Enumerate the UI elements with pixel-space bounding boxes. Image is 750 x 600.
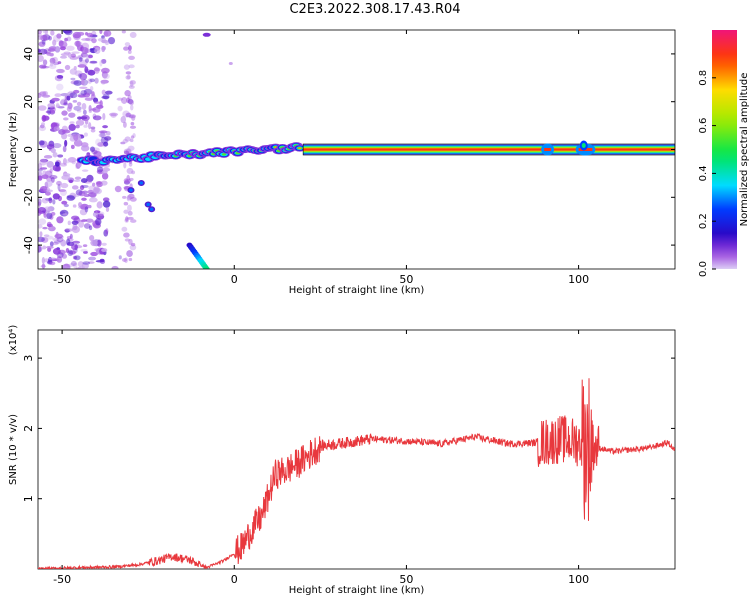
colorbar-tick-label: 0.4 xyxy=(698,165,709,181)
y-axis-label: SNR (10 * v/v) xyxy=(8,414,19,485)
y-axis-label: Frequency (Hz) xyxy=(8,112,19,188)
snr-frame xyxy=(37,329,676,570)
x-tick-label: 100 xyxy=(568,573,589,586)
y-tick-label: -40 xyxy=(22,236,35,254)
snr-series-line xyxy=(38,378,675,569)
x-tick-label: 0 xyxy=(231,573,238,586)
colorbar-tick-label: 0.8 xyxy=(698,70,709,86)
x-tick-label: 50 xyxy=(399,573,413,586)
figure-title: C2E3.2022.308.17.43.R04 xyxy=(289,2,461,17)
x-tick-label: 100 xyxy=(568,273,589,286)
colorbar-tick-label: 0.2 xyxy=(698,213,709,229)
x-tick-label: 0 xyxy=(231,273,238,286)
y-tick-label: 3 xyxy=(22,355,35,362)
x-tick-label: -50 xyxy=(53,573,71,586)
y-scale-label: (x10⁴) xyxy=(8,325,19,356)
y-tick-label: 40 xyxy=(22,47,35,61)
colorbar xyxy=(712,30,737,269)
colorbar-tick-label: 0.6 xyxy=(698,118,709,134)
colorbar-tick-label: 0.0 xyxy=(698,261,709,277)
x-tick-label: -50 xyxy=(53,273,71,286)
x-tick-label: 50 xyxy=(399,273,413,286)
y-tick-label: 1 xyxy=(22,495,35,502)
colorbar-label: Normalized spectral amplitude xyxy=(739,73,750,227)
y-tick-label: 2 xyxy=(22,425,35,432)
y-tick-label: 0 xyxy=(22,146,35,153)
spectrogram-image xyxy=(38,30,675,269)
x-axis-label: Height of straight line (km) xyxy=(289,585,425,596)
y-tick-label: -20 xyxy=(22,188,35,206)
y-tick-label: 20 xyxy=(22,95,35,109)
x-axis-label: Height of straight line (km) xyxy=(289,285,425,296)
